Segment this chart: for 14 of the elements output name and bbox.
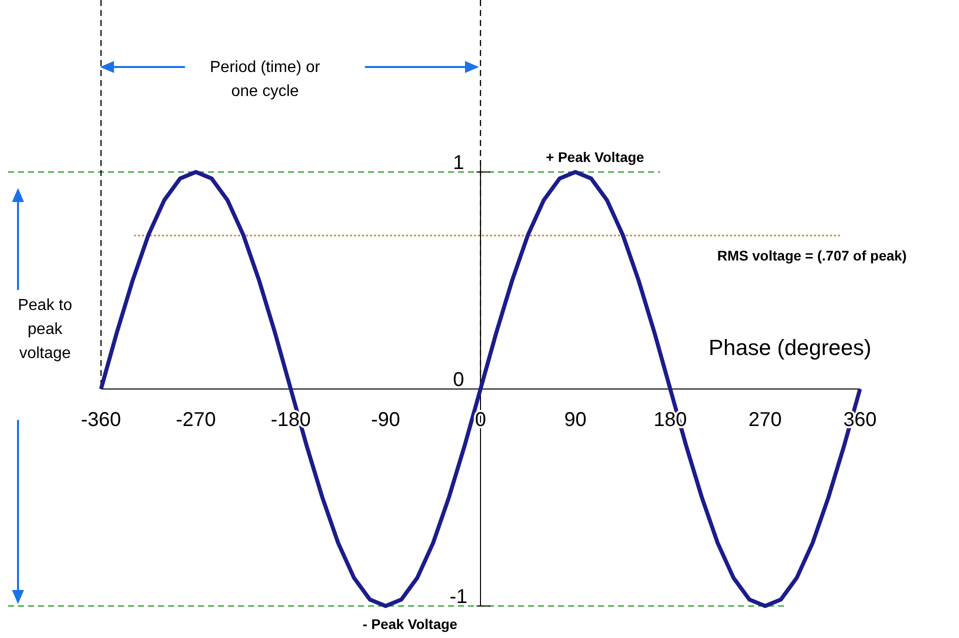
- ref-line-label: + Peak Voltage: [546, 149, 644, 165]
- text: Peak to peak voltage: [18, 297, 72, 362]
- x-tick-label: 90: [564, 409, 586, 431]
- text: Period (time) or one cycle: [210, 59, 321, 100]
- ref-line-label: - Peak Voltage: [362, 616, 458, 632]
- y-tick-label: -1: [450, 586, 468, 608]
- x-tick-label: -270: [176, 409, 216, 431]
- y-tick-label: 0: [452, 369, 464, 391]
- x-tick-label: -90: [371, 409, 400, 431]
- y-tick-label: 1: [452, 152, 464, 174]
- ref-line-label: RMS voltage = (.707 of peak): [717, 248, 907, 264]
- x-tick-label: -360: [80, 409, 122, 431]
- x-tick-label: 270: [748, 409, 782, 431]
- x-axis-title: Phase (degrees): [708, 335, 872, 360]
